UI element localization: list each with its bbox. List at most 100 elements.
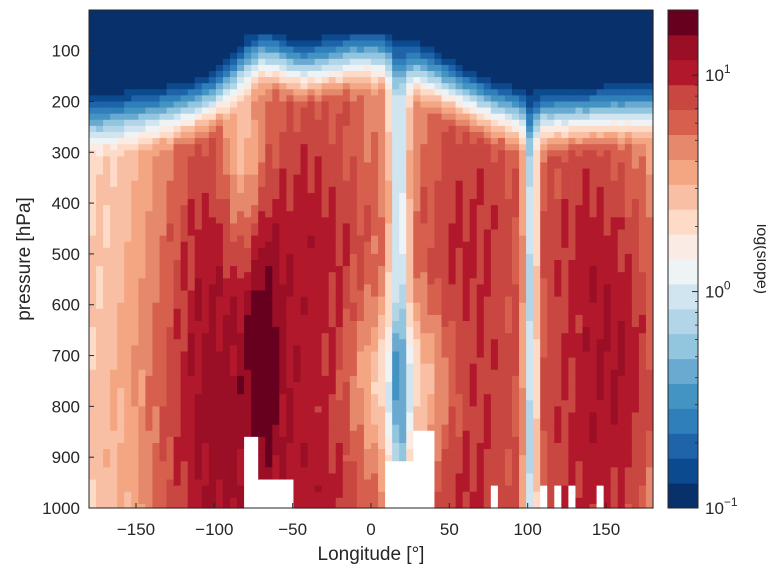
heatmap-cell	[117, 333, 125, 340]
heatmap-cell	[300, 247, 309, 255]
heatmap-cell	[230, 22, 238, 29]
heatmap-cell	[378, 479, 386, 487]
heatmap-cell	[420, 205, 428, 212]
heatmap-cell	[420, 400, 428, 407]
heatmap-cell	[342, 192, 351, 200]
heatmap-cell	[279, 205, 287, 212]
heatmap-cell	[406, 449, 414, 456]
heatmap-cell	[300, 241, 309, 249]
heatmap-cell	[279, 138, 287, 145]
heatmap-cell	[413, 260, 421, 267]
heatmap-cell	[335, 290, 344, 298]
heatmap-cell	[173, 467, 182, 475]
heatmap-cell	[145, 247, 154, 255]
heatmap-cell	[371, 101, 379, 109]
heatmap-cell	[96, 101, 104, 109]
heatmap-cell	[399, 180, 407, 188]
heatmap-cell	[166, 479, 175, 487]
heatmap-cell	[215, 461, 224, 468]
heatmap-cell	[138, 491, 146, 499]
heatmap-cell	[448, 363, 457, 371]
heatmap-cell	[321, 40, 330, 48]
heatmap-cell	[413, 211, 421, 218]
heatmap-cell	[512, 241, 520, 249]
heatmap-cell	[314, 138, 323, 145]
heatmap-cell	[300, 138, 309, 145]
heatmap-cell	[215, 497, 224, 505]
heatmap-cell	[314, 449, 323, 456]
heatmap-cell	[441, 473, 450, 481]
heatmap-cell	[335, 327, 344, 334]
heatmap-cell	[420, 16, 428, 23]
heatmap-cell	[222, 113, 231, 121]
heatmap-cell	[272, 101, 280, 109]
heatmap-cell	[103, 46, 111, 54]
heatmap-cell	[321, 77, 330, 84]
heatmap-cell	[455, 247, 464, 255]
heatmap-cell	[293, 186, 302, 194]
heatmap-cell	[117, 339, 125, 346]
heatmap-cell	[356, 235, 365, 243]
heatmap-cell	[462, 449, 471, 456]
heatmap-cell	[342, 473, 351, 481]
heatmap-cell	[427, 503, 436, 509]
heatmap-cell	[455, 296, 464, 304]
heatmap-cell	[392, 40, 400, 48]
heatmap-cell	[378, 351, 386, 359]
heatmap-cell	[349, 284, 358, 292]
heatmap-cell	[110, 449, 118, 456]
heatmap-cell	[103, 412, 111, 420]
heatmap-cell	[208, 467, 217, 475]
heatmap-cell	[89, 253, 97, 261]
heatmap-cell	[251, 394, 259, 401]
heatmap-cell	[349, 168, 358, 176]
heatmap-cell	[152, 375, 161, 383]
heatmap-cell	[166, 241, 175, 249]
heatmap-cell	[356, 497, 365, 505]
heatmap-cell	[455, 70, 464, 78]
heatmap-cell	[279, 418, 287, 426]
heatmap-cell	[497, 381, 506, 389]
heatmap-cell	[279, 58, 287, 66]
heatmap-cell	[251, 375, 259, 383]
heatmap-cell	[251, 144, 259, 151]
heatmap-cell	[328, 503, 337, 509]
heatmap-cell	[187, 125, 196, 133]
heatmap-cell	[399, 186, 407, 194]
heatmap-cell	[222, 247, 231, 255]
heatmap-cell	[286, 138, 295, 145]
heatmap-cell	[406, 351, 414, 359]
heatmap-cell	[237, 131, 245, 139]
heatmap-cell	[314, 357, 323, 365]
heatmap-cell	[138, 351, 146, 359]
heatmap-cell	[180, 192, 189, 200]
heatmap-cell	[258, 302, 266, 310]
heatmap-cell	[265, 70, 273, 78]
heatmap-cell	[222, 138, 231, 145]
heatmap-cell	[512, 442, 520, 450]
heatmap-cell	[222, 95, 231, 103]
heatmap-cell	[462, 89, 471, 96]
heatmap-cell	[420, 284, 428, 292]
heatmap-cell	[335, 10, 344, 17]
heatmap-cell	[131, 308, 139, 316]
heatmap-cell	[187, 211, 196, 218]
heatmap-cell	[434, 345, 443, 353]
heatmap-cell	[117, 388, 125, 395]
heatmap-cell	[497, 455, 506, 462]
heatmap-cell	[215, 266, 224, 273]
heatmap-cell	[321, 192, 330, 200]
heatmap-cell	[166, 497, 175, 505]
heatmap-cell	[483, 125, 492, 133]
heatmap-cell	[187, 314, 196, 322]
heatmap-cell	[124, 211, 132, 218]
heatmap-cell	[89, 351, 97, 359]
heatmap-cell	[378, 34, 386, 42]
heatmap-cell	[110, 58, 118, 66]
heatmap-cell	[272, 34, 280, 42]
heatmap-cell	[272, 351, 280, 359]
heatmap-cell	[307, 406, 316, 414]
heatmap-cell	[272, 436, 280, 444]
heatmap-cell	[399, 369, 407, 377]
heatmap-cell	[483, 308, 492, 316]
